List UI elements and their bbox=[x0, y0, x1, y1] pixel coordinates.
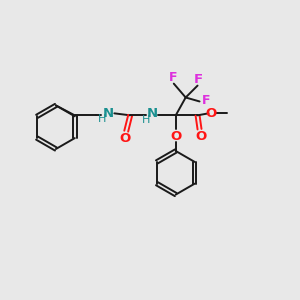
Text: O: O bbox=[195, 130, 206, 142]
Text: N: N bbox=[103, 107, 114, 120]
Text: O: O bbox=[206, 107, 217, 120]
Text: N: N bbox=[146, 107, 158, 120]
Text: H: H bbox=[98, 114, 106, 124]
Text: O: O bbox=[120, 132, 131, 145]
Text: F: F bbox=[202, 94, 211, 107]
Text: H: H bbox=[142, 115, 150, 125]
Text: F: F bbox=[194, 73, 203, 86]
Text: F: F bbox=[169, 71, 177, 84]
Text: O: O bbox=[170, 130, 182, 142]
